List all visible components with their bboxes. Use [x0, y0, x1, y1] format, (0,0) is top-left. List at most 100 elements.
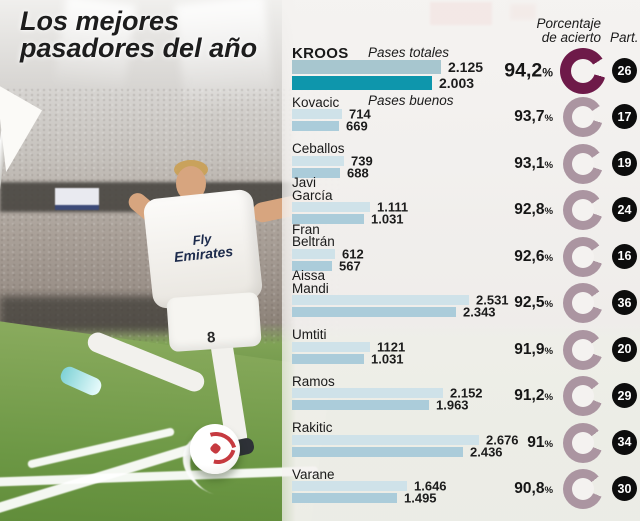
good-passes-value: 669 [346, 118, 368, 134]
total-passes-value: 1.111 [377, 199, 409, 215]
accuracy-donut [563, 283, 603, 324]
player-row: Pases totales Pases buenos Fran Beltrán … [283, 223, 640, 280]
shorts-number: 8 [206, 328, 217, 347]
title-line-1: Los mejores [20, 6, 180, 36]
accuracy-donut [563, 376, 603, 417]
matches-badge: 30 [612, 476, 637, 502]
donut-hole [572, 478, 594, 501]
accuracy-percentage: 92,6% [514, 247, 553, 265]
matches-badge: 20 [612, 336, 637, 362]
good-passes-value: 2.436 [470, 444, 503, 460]
good-passes-value: 1.031 [371, 351, 404, 367]
good-passes-value: 1.495 [404, 490, 437, 506]
player-name: Umtiti [292, 327, 327, 343]
good-passes-bar-line: 669 [292, 119, 368, 134]
good-passes-bar-line: 2.003 [292, 75, 474, 91]
donut-hole [571, 59, 595, 83]
donut-hole [572, 245, 594, 268]
donut-hole [572, 152, 594, 175]
good-passes-bar-line: 688 [292, 165, 369, 180]
accuracy-donut [563, 329, 603, 370]
player-row: Pases totales Pases buenos Ramos 2.152 1… [283, 373, 640, 419]
total-passes-bar-line: 739 [292, 153, 373, 168]
good-passes-bar [292, 353, 364, 364]
total-passes-bar [292, 341, 370, 352]
player-name: Ceballos [292, 141, 345, 157]
player-name: Varane [292, 466, 335, 482]
good-passes-bar [292, 167, 340, 178]
good-passes-bar [292, 446, 463, 457]
matches-badge: 16 [612, 243, 637, 269]
player-row: Pases totales Pases buenos Rakitic 2.676… [283, 420, 640, 466]
player-shorts: 8 [166, 291, 262, 353]
total-passes-bar-line: 612 [292, 246, 364, 261]
good-passes-bar-line: 1.031 [292, 212, 404, 227]
player-row: Pases totales Pases buenos Aissa Mandi 2… [283, 269, 640, 326]
total-passes-value: 1.646 [414, 478, 447, 494]
matches-badge: 34 [612, 429, 637, 455]
player-row: Pases totales Pases buenos Kovacic 714 6… [283, 94, 640, 140]
total-passes-bar [292, 155, 344, 166]
accuracy-percentage: 94,2% [504, 59, 553, 82]
accuracy-donut [563, 143, 603, 184]
total-passes-value: 739 [351, 153, 373, 169]
good-passes-bar [292, 307, 456, 318]
column-header-participation: Part. [610, 30, 639, 45]
total-passes-bar [292, 248, 335, 259]
donut-hole [572, 199, 594, 222]
good-passes-value: 567 [339, 258, 361, 274]
player-name: Javi García [292, 175, 333, 203]
good-passes-value: 1.031 [371, 211, 404, 227]
accuracy-donut [563, 469, 603, 510]
player-row: Pases totales Pases buenos KROOS 2.125 2… [283, 45, 640, 108]
good-passes-bar-line: 1.963 [292, 398, 469, 413]
good-passes-bar [292, 493, 397, 504]
page-title: Los mejores pasadores del año [20, 8, 257, 62]
total-passes-value: 2.152 [450, 385, 483, 401]
good-passes-bar-line: 567 [292, 258, 361, 273]
total-passes-value: 612 [342, 246, 364, 262]
donut-hole [572, 338, 594, 361]
total-passes-value: 1121 [377, 339, 406, 355]
total-passes-bar-line: 1121 [292, 339, 405, 354]
total-passes-value: 2.531 [476, 292, 509, 308]
player-name: Kovacic [292, 94, 340, 110]
total-passes-bar [292, 295, 469, 306]
player-row: Pases totales Pases buenos Umtiti 1121 1… [283, 327, 640, 373]
good-passes-bar [292, 260, 332, 271]
player-name: Aissa Mandi [292, 268, 329, 296]
passers-chart: Porcentaje de acierto Part. Pases totale… [283, 0, 640, 521]
title-line-2: pasadores del año [20, 33, 258, 63]
total-passes-bar [292, 434, 479, 445]
shirt-sponsor-text: Fly Emirates [173, 231, 234, 266]
accuracy-donut [563, 422, 603, 463]
good-passes-bar-line: 2.343 [292, 305, 496, 320]
accuracy-percentage: 92,5% [514, 294, 553, 312]
accuracy-percentage: 93,1% [514, 154, 553, 172]
football [187, 421, 245, 482]
good-passes-bar [292, 214, 364, 225]
total-passes-value: 2.676 [486, 432, 519, 448]
legend-total-passes: Pases totales [368, 45, 450, 60]
total-passes-value: 2.125 [448, 59, 484, 75]
total-passes-bar-line: 714 [292, 107, 371, 122]
accuracy-percentage: 91,9% [514, 340, 553, 358]
stand-banner [55, 188, 99, 210]
good-passes-bar-line: 2.436 [292, 444, 503, 459]
total-passes-bar [292, 109, 342, 120]
total-passes-bar-line: 2.125 [292, 59, 483, 75]
total-passes-bar-line: 2.152 [292, 386, 483, 401]
total-passes-bar [292, 202, 370, 213]
good-passes-bar [292, 121, 339, 132]
accuracy-donut [563, 190, 603, 231]
accuracy-donut [563, 97, 603, 138]
total-passes-value: 714 [349, 106, 371, 122]
player-row: Pases totales Pases buenos Javi García 1… [283, 176, 640, 233]
total-passes-bar-line: 1.646 [292, 479, 447, 494]
accuracy-percentage: 91,2% [514, 387, 553, 405]
accuracy-percentage: 91% [527, 433, 553, 451]
good-passes-bar-line: 1.495 [292, 491, 437, 506]
accuracy-percentage: 93,7% [514, 108, 553, 126]
total-passes-bar-line: 2.531 [292, 293, 509, 308]
